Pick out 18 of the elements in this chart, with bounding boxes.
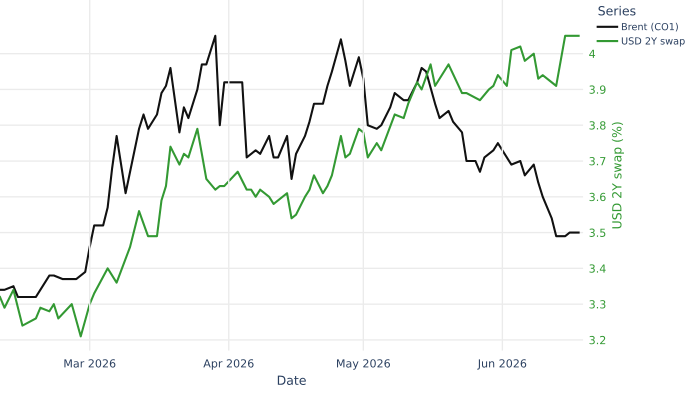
x-tick-label: Jun 2026 <box>477 359 526 370</box>
x-tick-label: May 2026 <box>337 359 390 370</box>
y2-tick-label: 4 <box>589 50 596 58</box>
y2-tick-label: 3.5 <box>590 228 606 237</box>
y2-axis-title: USD 2Y swap (%) <box>612 122 624 228</box>
x-tick-label: Apr 2026 <box>203 359 254 370</box>
y2-tick-label: 3.4 <box>590 264 606 273</box>
legend-label: USD 2Y swap <box>622 37 685 46</box>
x-tick-label: Mar 2026 <box>64 359 116 368</box>
y2-tick-label: 3.9 <box>590 85 606 94</box>
y2-tick-label: 3.7 <box>590 156 606 166</box>
y2-tick-label: 3.8 <box>590 121 606 130</box>
y2-tick-label: 3.6 <box>590 192 606 202</box>
x-axis-title: Date <box>278 376 306 385</box>
y2-tick-label: 3.3 <box>590 300 606 309</box>
y2-tick-label: 3.2 <box>590 336 606 344</box>
legend-title: Series <box>598 6 636 16</box>
legend-label: Brent (CO1) <box>622 22 678 32</box>
